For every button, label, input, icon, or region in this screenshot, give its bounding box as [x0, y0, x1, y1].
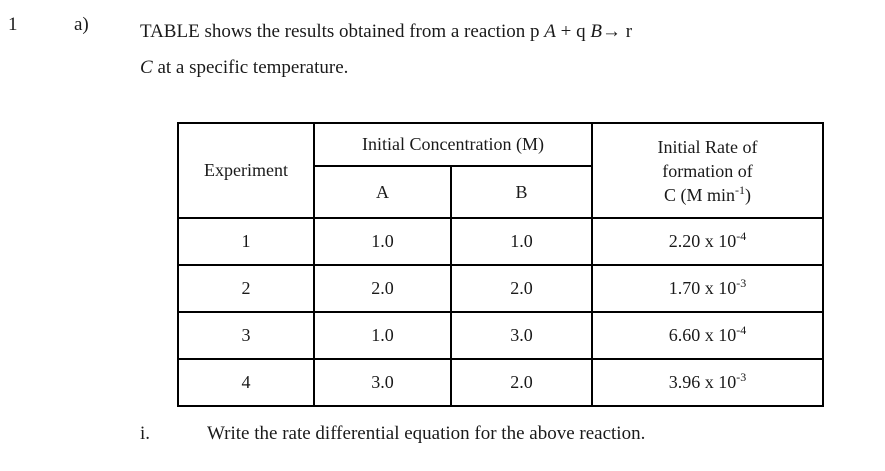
rate-header-exponent: -1: [735, 182, 746, 197]
subquestion-label: i.: [140, 423, 151, 444]
cell-conc-a: 1.0: [313, 217, 452, 266]
table-row: 4 3.0 2.0 3.96 x 10-3: [177, 358, 825, 407]
cell-conc-b: 1.0: [449, 217, 594, 266]
cell-conc-a: 2.0: [313, 264, 452, 313]
table-row: 1 1.0 1.0 2.20 x 10-4: [177, 217, 825, 266]
rate-header-line2: formation of: [662, 160, 753, 181]
col-header-initial-concentration: Initial Concentration (M): [312, 122, 594, 167]
results-table: Experiment Initial Concentration (M) Ini…: [177, 122, 825, 407]
rate-exponent: -4: [736, 229, 747, 243]
rate-header-units: C (M min: [664, 184, 736, 205]
rate-exponent: -3: [736, 370, 747, 384]
rate-value: 2.20 x 10: [668, 231, 737, 251]
rate-header-units-close: ): [745, 184, 752, 205]
rate-exponent: -3: [736, 276, 747, 290]
question-part-label: a): [74, 14, 89, 35]
cell-rate: 3.96 x 10-3: [591, 358, 825, 407]
table-row: 3 1.0 3.0 6.60 x 10-4: [177, 311, 825, 360]
intro-text: + q: [555, 21, 591, 42]
rate-exponent: -4: [736, 323, 747, 337]
rate-value: 6.60 x 10: [668, 325, 737, 345]
cell-conc-b: 2.0: [449, 358, 594, 407]
subquestion-text: Write the rate differential equation for…: [207, 423, 646, 444]
rate-header-line3: C (M min-1): [593, 183, 822, 207]
cell-experiment: 4: [177, 358, 315, 407]
rate-value: 3.96 x 10: [668, 372, 737, 392]
intro-text: → r: [601, 21, 633, 42]
table-header-row-top: Experiment Initial Concentration (M) Ini…: [177, 122, 825, 219]
cell-conc-b: 3.0: [449, 311, 594, 360]
intro-text: TABLE shows the results obtained from a …: [140, 21, 545, 42]
intro-text: at a specific temperature.: [152, 57, 349, 78]
intro-line-1: TABLE shows the results obtained from a …: [140, 14, 760, 50]
col-header-experiment: Experiment: [177, 122, 315, 219]
reactant-b: B: [590, 21, 602, 42]
cell-conc-b: 2.0: [449, 264, 594, 313]
cell-experiment: 2: [177, 264, 315, 313]
table-row: 2 2.0 2.0 1.70 x 10-3: [177, 264, 825, 313]
rate-header-line1: Initial Rate of: [657, 136, 758, 157]
col-header-initial-rate: Initial Rate of formation of C (M min-1): [591, 122, 825, 219]
intro-line-2: C at a specific temperature.: [140, 50, 760, 86]
question-intro: TABLE shows the results obtained from a …: [140, 14, 760, 86]
cell-experiment: 1: [177, 217, 315, 266]
cell-rate: 2.20 x 10-4: [591, 217, 825, 266]
col-header-b: B: [449, 165, 594, 219]
rate-value: 1.70 x 10: [668, 278, 737, 298]
question-number: 1: [8, 14, 18, 35]
cell-rate: 6.60 x 10-4: [591, 311, 825, 360]
table-header-row-sub: A B: [178, 165, 823, 219]
cell-rate: 1.70 x 10-3: [591, 264, 825, 313]
reactant-a: A: [544, 21, 556, 42]
cell-conc-a: 1.0: [313, 311, 452, 360]
cell-conc-a: 3.0: [313, 358, 452, 407]
col-header-a: A: [313, 165, 452, 219]
product-c: C: [140, 57, 153, 78]
cell-experiment: 3: [177, 311, 315, 360]
